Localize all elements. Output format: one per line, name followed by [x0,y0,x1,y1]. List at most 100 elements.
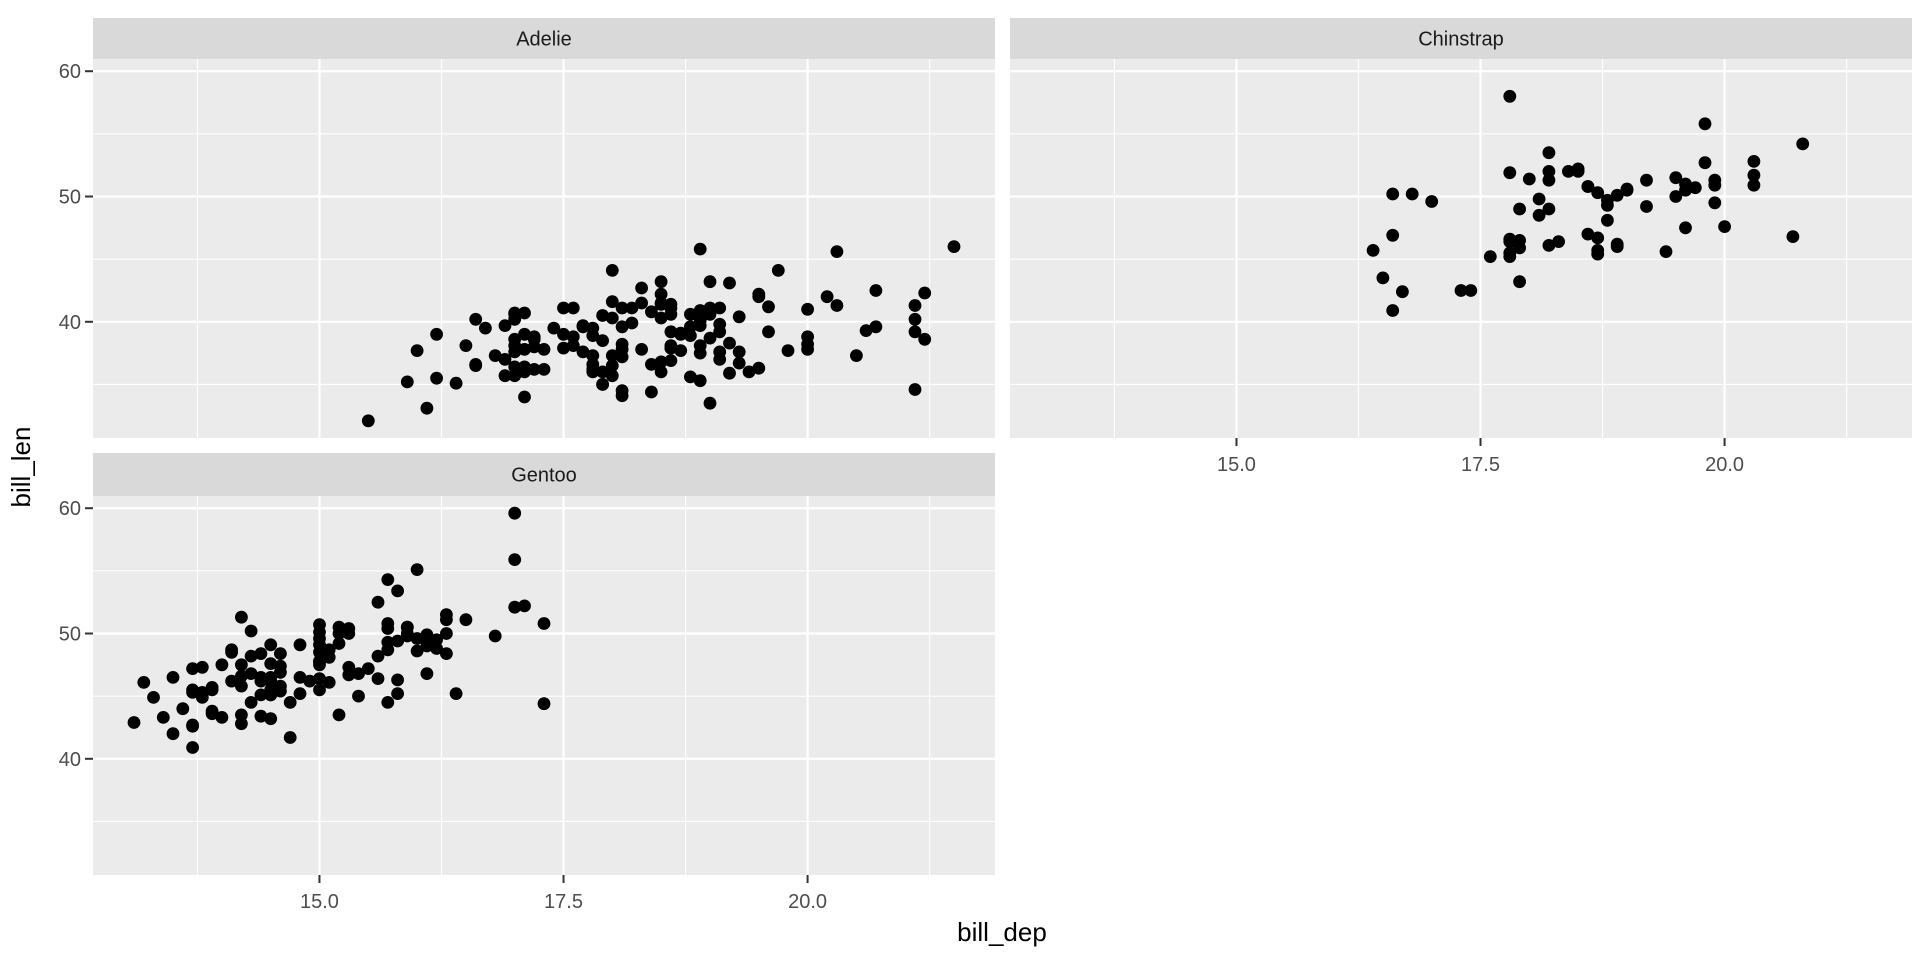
data-point [1669,190,1683,203]
data-point [430,371,443,385]
data-point [684,329,697,342]
panel-background [1010,59,1912,438]
data-point [1796,137,1810,151]
data-point [1591,186,1605,200]
data-point [527,363,541,376]
data-point [313,683,326,697]
data-point [215,658,229,672]
data-point [1591,231,1605,245]
data-point [420,667,434,680]
data-point [762,300,775,314]
data-point [410,344,424,357]
data-point [391,584,404,598]
data-point [1786,230,1800,244]
data-point [449,376,463,390]
data-point [1552,235,1565,249]
data-point [283,696,297,709]
data-point [615,343,629,356]
data-point [235,717,248,731]
y-tick-label: 50 [59,624,81,646]
data-point [908,312,922,326]
y-tick-label: 60 [59,61,81,83]
data-point [1581,227,1595,241]
data-point [1708,178,1722,192]
data-point [293,671,307,684]
data-point [205,681,219,694]
data-point [1464,284,1478,297]
panel-background [93,59,995,438]
facet-strip [93,453,995,496]
data-point [1679,177,1692,191]
data-point [664,301,678,315]
data-point [283,731,297,744]
data-point [400,629,414,643]
data-point [654,275,668,289]
data-point [518,343,531,356]
data-point [605,359,619,372]
data-point [615,320,629,334]
data-point [1503,246,1517,260]
data-point [703,275,717,289]
data-point [830,299,844,312]
data-point [781,344,795,357]
data-point [693,305,707,319]
data-point [166,727,180,741]
data-point [1542,165,1556,178]
data-point [430,327,443,341]
data-point [332,708,346,722]
data-point [537,343,551,356]
data-point [313,672,326,685]
data-point [645,305,658,319]
data-point [332,620,346,634]
data-point [1718,220,1731,234]
data-point [596,365,609,379]
x-tick-label: 17.5 [544,891,583,913]
data-point [703,331,717,345]
data-point [274,679,287,693]
data-point [235,669,248,683]
data-point [947,240,961,254]
data-point [693,242,707,256]
data-point [508,332,522,346]
data-point [605,295,619,309]
data-point [244,624,258,638]
data-point [635,343,648,356]
data-point [410,563,424,576]
data-point [225,645,239,659]
data-point [1542,202,1556,216]
data-point [508,506,522,520]
data-point [156,711,170,724]
data-point [371,672,385,685]
data-point [469,312,483,326]
data-point [1542,173,1556,187]
data-point [596,334,609,347]
data-point [235,679,248,693]
data-point [254,647,268,660]
data-point [732,310,746,324]
data-point [225,674,239,688]
data-point [264,638,278,652]
data-point [576,345,590,359]
data-point [693,374,707,388]
data-point [381,696,395,709]
data-point [264,657,278,670]
data-point [1503,89,1517,103]
data-point [771,264,785,277]
data-point [586,321,600,335]
data-point [752,361,766,375]
data-point [1454,284,1468,297]
data-point [254,688,268,702]
data-point [1425,195,1439,208]
data-point [615,301,629,315]
data-point [391,673,404,687]
data-point [274,647,287,660]
data-point [381,573,395,586]
data-point [235,610,248,624]
data-point [1396,285,1409,299]
data-point [1513,275,1526,289]
data-point [508,369,522,383]
data-point [693,319,707,332]
y-tick-label: 40 [59,749,81,771]
data-point [469,358,483,371]
